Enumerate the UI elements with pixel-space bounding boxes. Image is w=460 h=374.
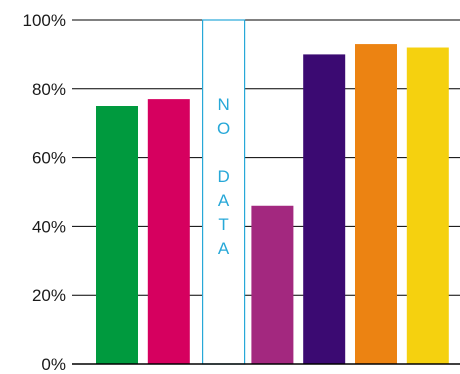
no-data-label-char: D: [217, 167, 229, 186]
bar: [303, 54, 346, 365]
no-data-label-char: O: [217, 119, 230, 138]
y-tick-label: 40%: [32, 217, 66, 236]
bar: [355, 44, 397, 365]
bar: [406, 47, 449, 365]
y-tick-label: 20%: [32, 286, 66, 305]
bar: [147, 99, 190, 365]
no-data-bar: [202, 19, 246, 365]
no-data-label-char: T: [218, 215, 228, 234]
y-tick-label: 100%: [23, 11, 66, 30]
no-data-label-char: N: [217, 95, 229, 114]
no-data-label-char: A: [218, 191, 230, 210]
y-tick-label: 80%: [32, 80, 66, 99]
bar: [251, 205, 294, 364]
y-axis-tick-labels: 0% 20% 40% 60% 80% 100%: [23, 11, 66, 374]
y-tick-label: 60%: [32, 149, 66, 168]
no-data-label-char: A: [218, 239, 230, 258]
y-tick-label: 0%: [41, 355, 66, 374]
bar: [96, 106, 138, 364]
